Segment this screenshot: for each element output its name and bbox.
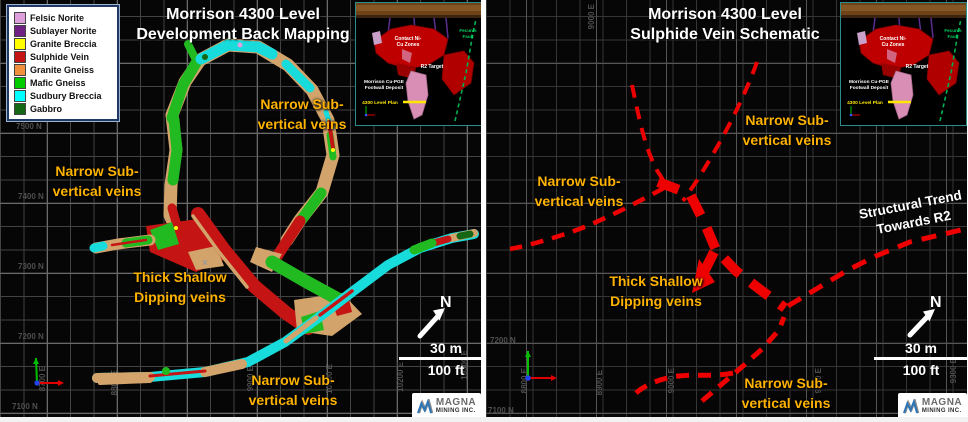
annotation-thick-shallow-veins: Thick Shallow Dipping veins	[133, 269, 227, 305]
inset-label-footwall: Morrison Cu-PGE	[849, 79, 890, 85]
legend-swatch	[14, 77, 26, 89]
fecunis-fault-line	[454, 18, 477, 122]
deposit-3d-inset: Contact Ni- Cu Zones Fecunis Fault R2 Ta…	[355, 2, 481, 126]
legend-item: Sublayer Norite	[14, 25, 113, 37]
grid-label: 7300 N	[18, 262, 44, 271]
thick-vein	[656, 177, 788, 313]
inset-label-level-plan: 4300 Level Plan	[847, 100, 883, 106]
inset-label-level-plan: 4300 Level Plan	[362, 100, 398, 106]
axis-orientation-marker	[33, 357, 64, 386]
legend-swatch	[14, 25, 26, 37]
grid-label: 7200 N	[18, 332, 44, 341]
deposit-3d-inset: Contact Ni- Cu Zones Fecunis Fault R2 Ta…	[840, 2, 967, 126]
magna-m-icon	[416, 398, 434, 413]
svg-text:Fault: Fault	[463, 34, 474, 39]
svg-text:Cu Zones: Cu Zones	[882, 42, 905, 48]
vein-branch-south	[634, 370, 734, 395]
legend-swatch	[14, 38, 26, 50]
panel-divider	[481, 0, 486, 422]
development-back-map	[33, 38, 479, 386]
vein-branch-west	[509, 186, 666, 252]
legend-item: Felsic Norite	[14, 12, 113, 24]
inset-label-contact: Contact Ni-	[395, 36, 422, 42]
inset-axis-icon	[849, 106, 860, 117]
legend-swatch	[14, 90, 26, 102]
vein-branch-northeast	[681, 61, 759, 203]
axis-orientation-marker	[525, 351, 557, 381]
legend-swatch	[14, 64, 26, 76]
magna-m-icon	[902, 398, 920, 413]
annotation-narrow-veins-north: Narrow Sub-vertical veins	[257, 96, 347, 132]
grid-label: 7100 N	[12, 402, 38, 411]
inset-label-contact: Contact Ni-	[880, 36, 907, 42]
panel-back-mapping: 7500 N 7400 N 7300 N 7200 N 7100 N 9000 …	[0, 0, 481, 417]
annotation-narrow-veins-west: Narrow Sub-vertical veins	[52, 163, 142, 199]
scale-bar-line	[874, 357, 967, 360]
legend-swatch	[14, 12, 26, 24]
inset-label-r2: R2 Target	[421, 64, 444, 70]
scale-bar-line	[399, 357, 481, 360]
legend-item: Sulphide Vein	[14, 51, 113, 63]
legend-item: Mafic Gneiss	[14, 77, 113, 89]
bottom-margin	[0, 417, 968, 422]
panel-title: Morrison 4300 Level Development Back Map…	[136, 6, 350, 44]
panel-title: Morrison 4300 Level Sulphide Vein Schema…	[630, 6, 820, 44]
scale-bar: 30 m 100 ft	[399, 340, 481, 378]
vein-branch-northwest	[630, 84, 669, 188]
annotation-narrow-veins-north: Narrow Sub-vertical veins	[742, 112, 832, 148]
legend-item: Sudbury Breccia	[14, 90, 113, 102]
legend-swatch	[14, 51, 26, 63]
fecunis-fault-line	[939, 18, 962, 122]
annotation-narrow-veins-south: Narrow Sub-vertical veins	[741, 375, 831, 411]
structural-trend-line	[786, 226, 966, 309]
magna-mining-logo: MAGNA MINING INC.	[412, 393, 481, 417]
legend-item: Granite Breccia	[14, 38, 113, 50]
legend-item: Gabbro	[14, 103, 113, 115]
lithology-legend: Felsic Norite Sublayer Norite Granite Br…	[6, 4, 120, 122]
magna-mining-logo: MAGNA MINING INC.	[898, 393, 967, 417]
annotation-narrow-veins-west: Narrow Sub-vertical veins	[534, 173, 624, 209]
inset-label-footwall: Morrison Cu-PGE	[364, 79, 405, 85]
grid-label: 7400 N	[18, 192, 44, 201]
grid-label: 7500 N	[16, 122, 42, 131]
north-label: N	[930, 294, 942, 311]
grid-label: 7200 N	[490, 336, 516, 345]
grid-label: 7100 N	[488, 406, 514, 415]
legend-swatch	[14, 103, 26, 115]
inset-label-fault: Fecunis	[944, 28, 962, 33]
sulphide-vein-schematic	[509, 61, 966, 403]
svg-text:Footwall Deposit: Footwall Deposit	[365, 85, 404, 91]
inset-label-r2: R2 Target	[906, 64, 929, 70]
inset-axis-icon	[364, 106, 375, 117]
svg-text:Fault: Fault	[948, 34, 959, 39]
scale-bar: 30 m 100 ft	[874, 340, 967, 378]
annotation-thick-shallow-veins: Thick Shallow Dipping veins	[609, 273, 703, 309]
inset-label-fault: Fecunis	[459, 28, 477, 33]
north-label: N	[440, 294, 452, 311]
panel-vein-schematic: 7200 N 7100 N 9000 E 8800 E 8900 E 9000 …	[486, 0, 967, 417]
vein-branch-southeast	[700, 316, 787, 403]
survey-station-mark: ×	[202, 258, 208, 269]
svg-text:Cu Zones: Cu Zones	[397, 42, 420, 48]
svg-text:Footwall Deposit: Footwall Deposit	[850, 85, 889, 91]
annotation-narrow-veins-south: Narrow Sub-vertical veins	[248, 372, 338, 408]
legend-item: Granite Gneiss	[14, 64, 113, 76]
vein-arrowhead	[692, 259, 715, 293]
